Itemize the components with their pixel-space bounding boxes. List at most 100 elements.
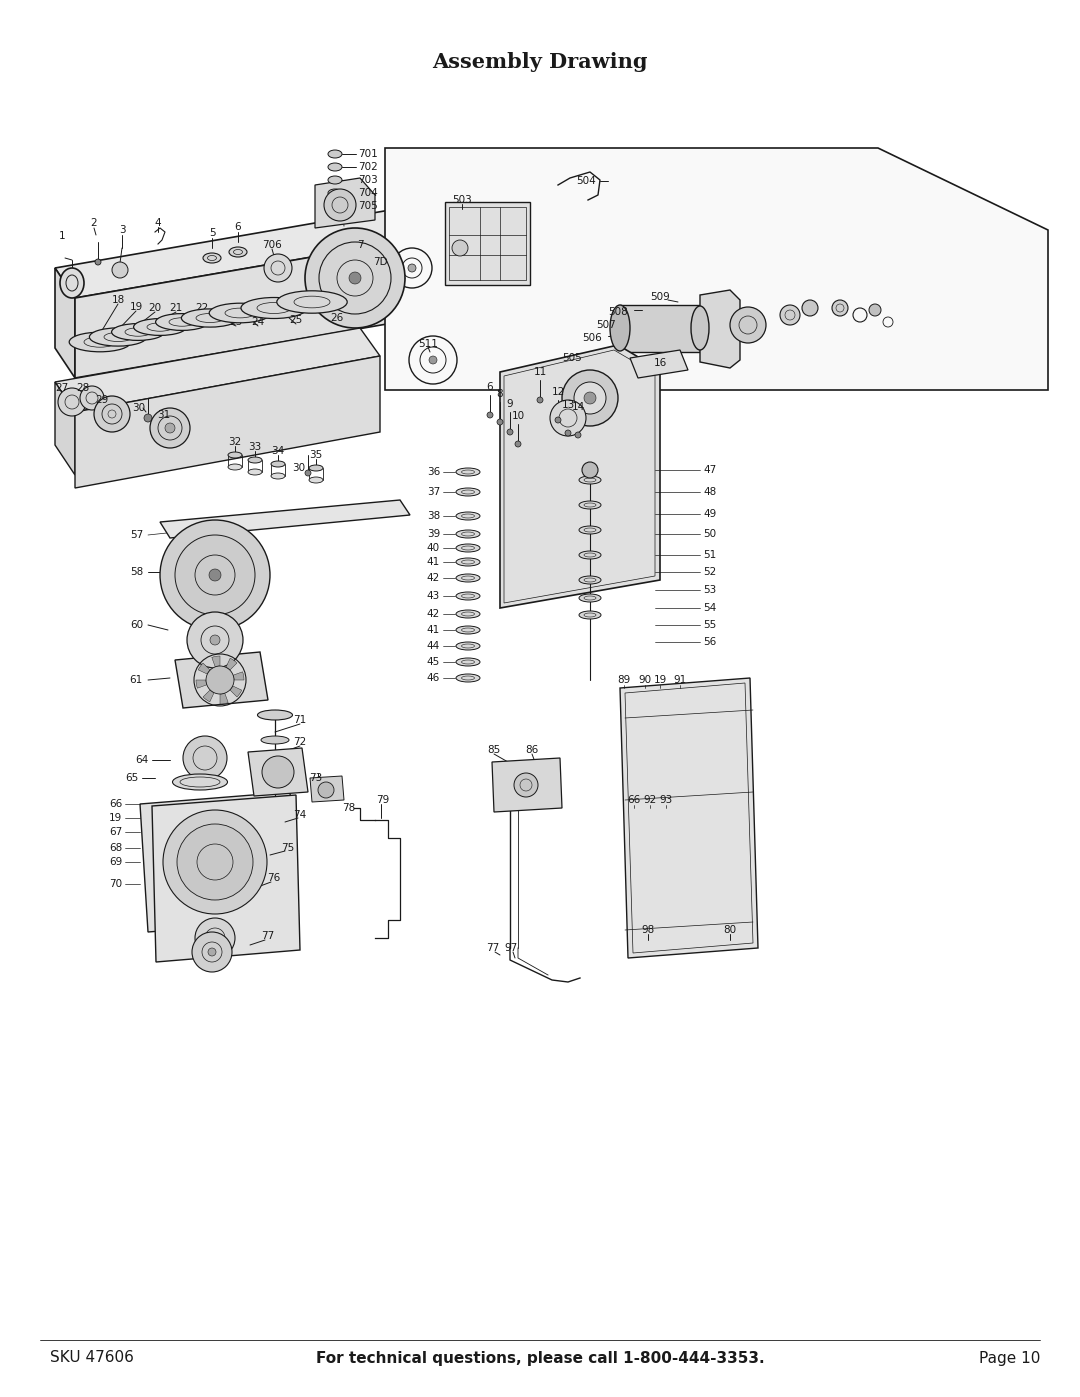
Text: 92: 92 [644,795,657,805]
Text: 47: 47 [703,465,717,475]
Polygon shape [445,203,530,285]
Text: 7D: 7D [373,257,388,267]
Text: 56: 56 [703,637,717,647]
Ellipse shape [90,328,147,346]
Polygon shape [55,328,380,412]
Text: 52: 52 [703,567,717,577]
Circle shape [730,307,766,344]
Text: 703: 703 [357,175,378,184]
Text: 24: 24 [252,317,265,327]
Ellipse shape [228,464,242,469]
Text: 90: 90 [638,675,651,685]
Text: 2: 2 [91,218,97,228]
Text: 34: 34 [271,446,285,455]
Ellipse shape [456,610,480,617]
Text: 27: 27 [55,383,69,393]
Polygon shape [160,500,410,538]
Text: 31: 31 [158,409,171,420]
Ellipse shape [456,488,480,496]
Ellipse shape [69,332,131,352]
Text: 76: 76 [268,873,281,883]
Text: 41: 41 [427,624,440,636]
Text: 501: 501 [374,243,394,253]
Polygon shape [140,792,298,932]
Ellipse shape [271,474,285,479]
Wedge shape [212,657,220,666]
Text: 503: 503 [453,196,472,205]
Polygon shape [248,747,308,796]
Text: 61: 61 [130,675,143,685]
Circle shape [160,520,270,630]
Polygon shape [310,775,345,802]
Circle shape [515,441,521,447]
Circle shape [869,305,881,316]
Text: 68: 68 [109,842,122,854]
Ellipse shape [579,594,600,602]
Ellipse shape [328,149,342,158]
Ellipse shape [241,298,307,319]
Ellipse shape [691,306,708,351]
Text: 97: 97 [504,943,517,953]
Text: 511: 511 [418,339,437,349]
Wedge shape [195,680,207,689]
Ellipse shape [248,469,262,475]
Ellipse shape [261,736,289,745]
Text: 86: 86 [525,745,539,754]
Text: 12: 12 [552,387,565,397]
Text: 51: 51 [703,550,717,560]
Text: 79: 79 [376,795,389,805]
Circle shape [187,612,243,668]
Text: 35: 35 [309,450,323,460]
Polygon shape [620,305,700,352]
Text: 16: 16 [653,358,666,367]
Text: 8: 8 [497,388,503,400]
Text: SKU 47606: SKU 47606 [50,1351,134,1365]
Ellipse shape [328,189,342,197]
Circle shape [832,300,848,316]
Text: 4: 4 [154,218,161,228]
Polygon shape [700,291,740,367]
Polygon shape [620,678,758,958]
Text: 10: 10 [512,411,525,420]
Ellipse shape [309,465,323,471]
Circle shape [802,300,818,316]
Ellipse shape [456,511,480,520]
Text: 20: 20 [148,303,162,313]
Text: 30: 30 [132,402,145,414]
Circle shape [264,254,292,282]
Text: 40: 40 [427,543,440,553]
Wedge shape [199,664,211,675]
Text: 66: 66 [109,799,122,809]
Text: 71: 71 [294,715,307,725]
Ellipse shape [228,453,242,458]
Circle shape [453,240,468,256]
Text: 64: 64 [135,754,148,766]
Circle shape [429,356,437,365]
Ellipse shape [456,529,480,538]
Ellipse shape [271,461,285,467]
Ellipse shape [579,476,600,483]
Text: For technical questions, please call 1-800-444-3353.: For technical questions, please call 1-8… [315,1351,765,1365]
Text: 38: 38 [427,511,440,521]
Polygon shape [384,148,1048,390]
Wedge shape [203,690,214,701]
Text: 93: 93 [660,795,673,805]
Ellipse shape [248,457,262,462]
Text: 26: 26 [330,313,343,323]
Text: 50: 50 [703,529,716,539]
Ellipse shape [456,658,480,666]
Wedge shape [226,658,237,671]
Circle shape [58,388,86,416]
Ellipse shape [328,203,342,210]
Text: 23: 23 [229,317,243,327]
Circle shape [262,756,294,788]
Text: 506: 506 [582,332,602,344]
Polygon shape [152,795,300,963]
Text: 7: 7 [356,240,363,250]
Text: 505: 505 [562,353,582,363]
Text: 55: 55 [703,620,717,630]
Text: 77: 77 [261,930,274,942]
Text: 80: 80 [724,925,737,935]
Ellipse shape [173,774,228,789]
Text: 75: 75 [282,842,295,854]
